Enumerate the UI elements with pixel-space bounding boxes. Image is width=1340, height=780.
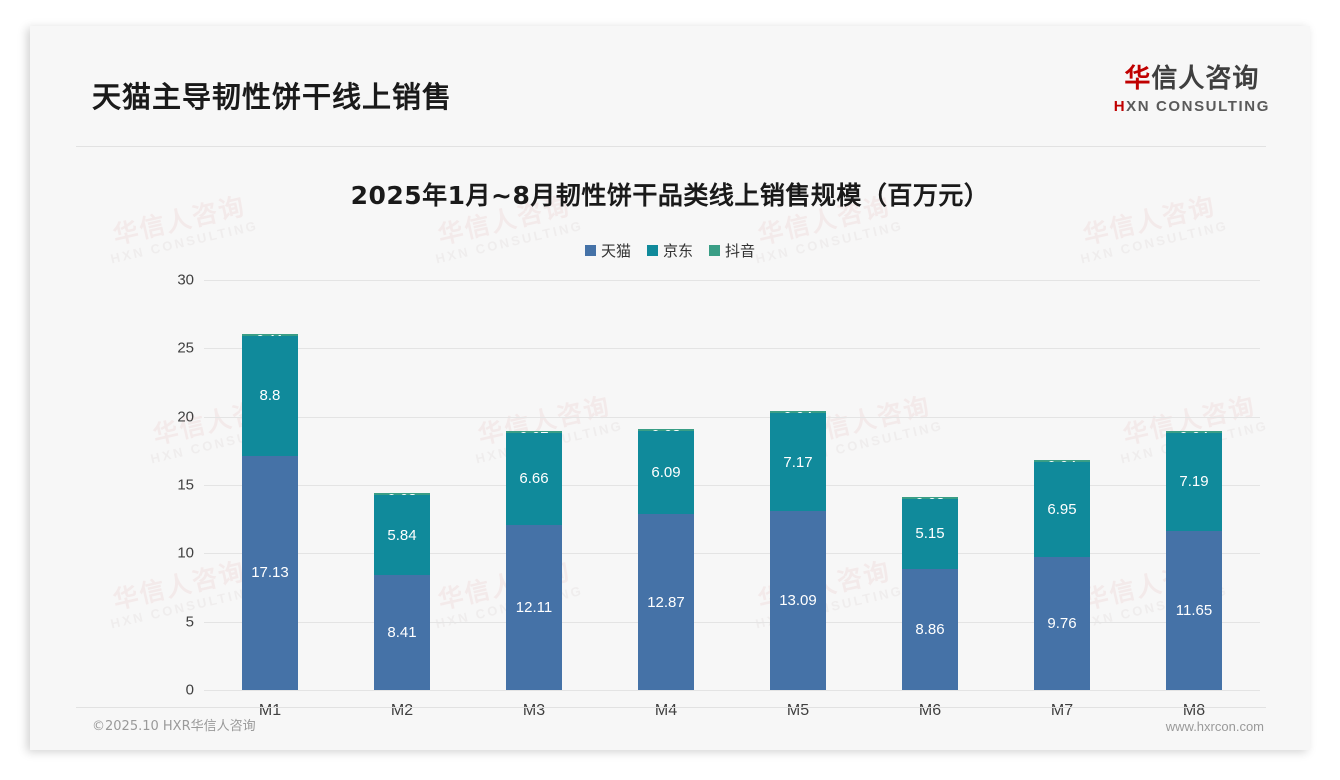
logo-en-accent: H (1113, 98, 1127, 115)
logo-english-text: HXN CONSULTING (1114, 98, 1270, 115)
bar-segment-京东[interactable]: 5.15 (901, 498, 958, 569)
legend-label: 京东 (662, 242, 693, 260)
bar-segment-京东[interactable]: 8.8 (241, 335, 298, 456)
bar-segment-天猫[interactable]: 11.65 (1165, 530, 1222, 690)
bar-value-label: 11.65 (1175, 601, 1213, 619)
stacked-bar[interactable]: 0.035.848.41 (373, 491, 430, 690)
bar-segment-京东[interactable]: 7.17 (769, 413, 826, 512)
x-axis-tick-label: M4 (654, 702, 678, 719)
footer-divider (76, 707, 1266, 708)
footer-copyright: ©2025.10 HXR华信人咨询 (92, 719, 256, 734)
bar-segment-京东[interactable]: 6.66 (505, 433, 562, 525)
y-axis-tick-label: 5 (185, 613, 194, 631)
gridline (204, 485, 1260, 486)
x-axis-tick-label: M5 (786, 702, 810, 719)
y-axis-tick-label: 30 (177, 271, 194, 289)
gridline (204, 280, 1260, 281)
stacked-bar[interactable]: 0.118.817.13 (241, 332, 298, 690)
bar-value-label: 8.8 (259, 387, 281, 405)
legend-label: 天猫 (600, 242, 631, 260)
legend-item-天猫[interactable]: 天猫 (584, 240, 631, 261)
gridline (204, 348, 1260, 350)
bar-value-label: 9.76 (1047, 614, 1077, 632)
x-axis-tick-label: M8 (1182, 702, 1206, 719)
bar-segment-京东[interactable]: 6.95 (1033, 461, 1090, 557)
legend-swatch-icon (709, 245, 720, 256)
y-axis-tick-label: 25 (177, 339, 194, 357)
gridline (204, 621, 1260, 623)
legend-swatch-icon (584, 245, 596, 256)
logo-en-rest: XN CONSULTING (1126, 98, 1270, 115)
logo-cn-rest: 信人咨询 (1151, 64, 1260, 94)
legend-item-抖音[interactable]: 抖音 (709, 240, 755, 261)
bar-value-label: 17.13 (251, 564, 289, 582)
slide-card: 华信人咨询 HXN CONSULTING 华信人咨询 HXN CONSULTING 华信… (30, 26, 1310, 750)
stacked-bar[interactable]: 0.046.959.76 (1033, 458, 1090, 690)
legend-swatch-icon (646, 245, 658, 256)
bar-segment-京东[interactable]: 5.84 (373, 495, 430, 576)
slide-header: 天猫主导韧性饼干线上销售 华信人咨询 HXN CONSULTING (30, 26, 1310, 118)
footer-website: www.hxrcon.com (1165, 719, 1264, 734)
logo-chinese-text: 华信人咨询 (1114, 58, 1270, 95)
page-title: 天猫主导韧性饼干线上销售 (92, 80, 453, 114)
x-axis-tick-label: M6 (918, 702, 942, 719)
bar-segment-天猫[interactable]: 12.87 (637, 514, 694, 690)
y-axis-tick-label: 20 (177, 408, 194, 426)
bar-value-label: 12.87 (647, 593, 685, 611)
bar-segment-天猫[interactable]: 13.09 (769, 511, 826, 690)
bar-segment-天猫[interactable]: 9.76 (1033, 556, 1090, 690)
bar-value-label: 12.11 (515, 598, 553, 616)
header-divider (76, 146, 1266, 147)
y-axis-tick-label: 10 (177, 544, 194, 562)
y-axis-tick-label: 0 (185, 681, 194, 699)
bar-segment-京东[interactable]: 7.19 (1165, 432, 1222, 531)
bar-value-label: 7.17 (783, 453, 813, 471)
bar-segment-天猫[interactable]: 17.13 (241, 455, 298, 690)
bar-value-label: 13.09 (779, 592, 817, 610)
x-axis-tick-label: M3 (522, 702, 546, 719)
bar-value-label: 6.95 (1047, 500, 1077, 518)
x-axis-tick-label: M2 (390, 702, 414, 719)
chart-legend: 天猫 京东 抖音 (30, 240, 1310, 261)
stacked-bar[interactable]: 0.035.158.86 (901, 495, 958, 690)
bar-value-label: 7.19 (1179, 473, 1209, 491)
bar-segment-天猫[interactable]: 12.11 (505, 524, 562, 690)
chart-title: 2025年1月~8月韧性饼干品类线上销售规模（百万元） (350, 181, 990, 210)
bar-value-label: 5.15 (915, 525, 945, 543)
y-axis-tick-label: 15 (177, 476, 194, 494)
legend-label: 抖音 (725, 242, 756, 260)
company-logo: 华信人咨询 HXN CONSULTING (1114, 58, 1270, 115)
bar-series-container: 0.118.817.13M10.035.848.41M20.076.6612.1… (204, 280, 1260, 719)
bar-value-label: 6.66 (519, 470, 549, 488)
bar-segment-天猫[interactable]: 8.86 (901, 568, 958, 690)
bar-value-label: 6.09 (651, 464, 681, 482)
bar-value-label: 5.84 (387, 526, 417, 544)
gridline (204, 690, 1260, 691)
gridline (204, 416, 1260, 418)
bar-segment-天猫[interactable]: 8.41 (373, 575, 430, 690)
gridline (204, 553, 1260, 555)
x-axis-tick-label: M1 (258, 702, 282, 719)
bar-segment-京东[interactable]: 6.09 (637, 430, 694, 515)
logo-cn-accent: 华 (1124, 64, 1152, 94)
bar-value-label: 8.41 (387, 624, 417, 642)
legend-item-京东[interactable]: 京东 (646, 240, 693, 261)
x-axis-tick-label: M7 (1050, 702, 1074, 719)
bar-value-label: 8.86 (915, 620, 945, 638)
